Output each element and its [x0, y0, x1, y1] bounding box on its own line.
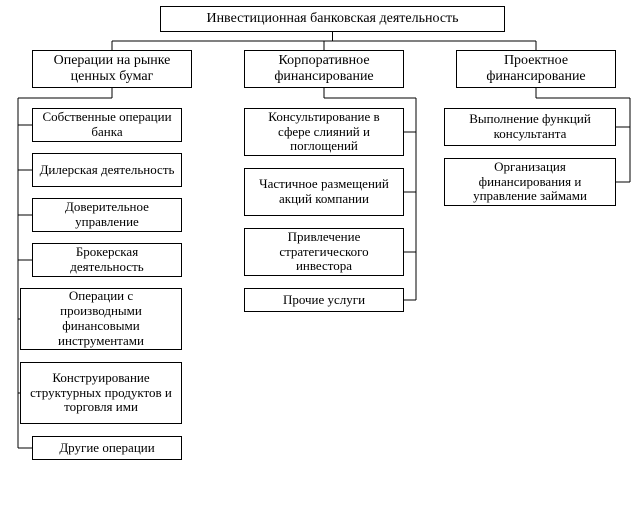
- branch-0-child-4-label: Операции с производными финансовыми инст…: [27, 289, 175, 349]
- branch-0-child-4: Операции с производными финансовыми инст…: [20, 288, 182, 350]
- branch-0-child-6-label: Другие операции: [59, 441, 154, 456]
- branch-1-child-3: Прочие услуги: [244, 288, 404, 312]
- branch-1-child-3-label: Прочие услуги: [283, 293, 365, 308]
- branch-0-child-2: Доверительное управление: [32, 198, 182, 232]
- branch-0-child-2-label: Доверительное управление: [39, 200, 175, 230]
- diagram-stage: Инвестиционная банковская деятельность Оп…: [0, 0, 643, 505]
- branch-1: Корпоративное финансирование: [244, 50, 404, 88]
- branch-0-label: Операции на рынке ценных бумаг: [39, 53, 185, 85]
- branch-1-child-2-label: Привлечение стратегического инвестора: [251, 230, 397, 275]
- branch-0-child-0: Собственные операции банка: [32, 108, 182, 142]
- branch-2-label: Проектное финансирование: [463, 53, 609, 85]
- root-node-label: Инвестиционная банковская деятельность: [206, 11, 458, 27]
- branch-1-label: Корпоративное финансирование: [251, 53, 397, 85]
- branch-2-child-0: Выполнение функций консультанта: [444, 108, 616, 146]
- branch-1-child-1: Частичное размещений акций компании: [244, 168, 404, 216]
- branch-1-child-1-label: Частичное размещений акций компании: [251, 177, 397, 207]
- branch-0-child-1: Дилерская деятельность: [32, 153, 182, 187]
- branch-2-child-1-label: Организация финансирования и управление …: [451, 160, 609, 205]
- branch-0-child-6: Другие операции: [32, 436, 182, 460]
- branch-0: Операции на рынке ценных бумаг: [32, 50, 192, 88]
- root-node: Инвестиционная банковская деятельность: [160, 6, 505, 32]
- branch-0-child-0-label: Собственные операции банка: [39, 110, 175, 140]
- branch-0-child-3: Брокерская деятельность: [32, 243, 182, 277]
- branch-2: Проектное финансирование: [456, 50, 616, 88]
- branch-0-child-5: Конструирование структурных продуктов и …: [20, 362, 182, 424]
- branch-0-child-5-label: Конструирование структурных продуктов и …: [27, 371, 175, 416]
- branch-0-child-3-label: Брокерская деятельность: [39, 245, 175, 275]
- branch-2-child-0-label: Выполнение функций консультанта: [451, 112, 609, 142]
- branch-2-child-1: Организация финансирования и управление …: [444, 158, 616, 206]
- branch-1-child-0-label: Консультирование в сфере слияний и погло…: [251, 110, 397, 155]
- branch-0-child-1-label: Дилерская деятельность: [40, 163, 175, 178]
- branch-1-child-2: Привлечение стратегического инвестора: [244, 228, 404, 276]
- branch-1-child-0: Консультирование в сфере слияний и погло…: [244, 108, 404, 156]
